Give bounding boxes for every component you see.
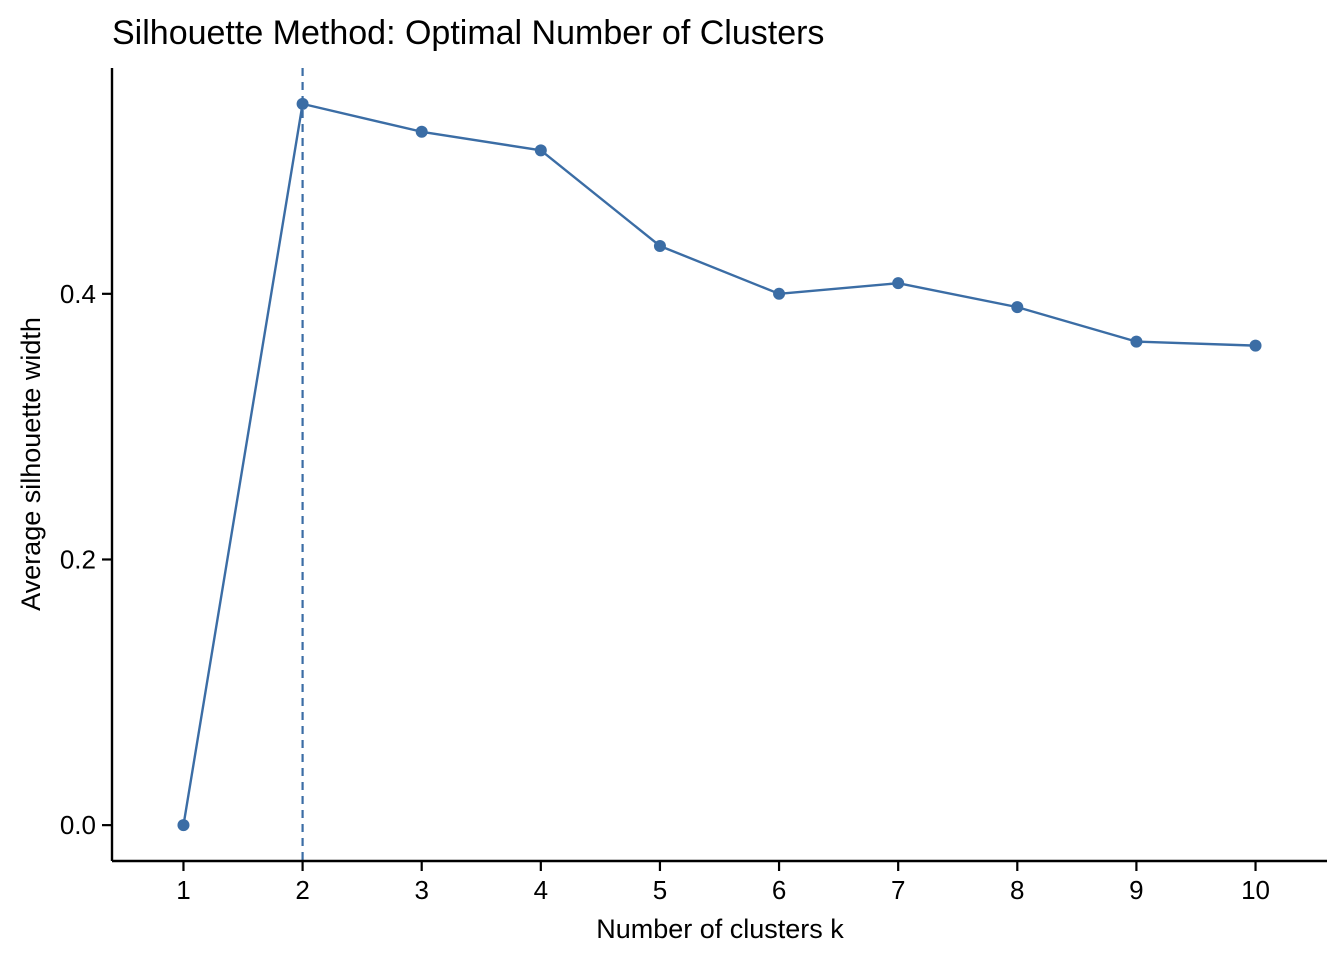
data-point — [1130, 335, 1143, 348]
x-tick-label: 6 — [772, 875, 786, 905]
x-tick-label: 4 — [534, 875, 548, 905]
x-axis-label: Number of clusters k — [596, 914, 844, 944]
data-point — [296, 97, 309, 110]
x-tick-label: 8 — [1010, 875, 1024, 905]
x-axis-ticks: 1 2 3 4 5 6 7 8 9 10 — [176, 861, 1270, 905]
chart-title: Silhouette Method: Optimal Number of Clu… — [112, 14, 824, 52]
data-point — [773, 287, 786, 300]
y-tick-label: 0.0 — [60, 810, 96, 840]
x-tick-label: 10 — [1241, 875, 1270, 905]
data-point — [1249, 339, 1262, 352]
x-tick-label: 3 — [414, 875, 428, 905]
plot-area — [177, 68, 1262, 861]
x-tick-label: 2 — [295, 875, 309, 905]
x-tick-label: 7 — [891, 875, 905, 905]
data-point — [415, 125, 428, 138]
x-tick-label: 1 — [176, 875, 190, 905]
y-axis-ticks: 0.0 0.2 0.4 — [60, 279, 112, 840]
data-point — [177, 819, 190, 832]
y-tick-label: 0.2 — [60, 544, 96, 574]
y-tick-label: 0.4 — [60, 279, 96, 309]
series-line — [182, 102, 1256, 826]
data-point — [653, 239, 666, 252]
x-tick-label: 5 — [653, 875, 667, 905]
data-point — [1011, 301, 1024, 314]
y-axis-label: Average silhouette width — [16, 317, 46, 611]
data-point — [892, 277, 905, 290]
x-tick-label: 9 — [1129, 875, 1143, 905]
data-point — [534, 144, 547, 157]
